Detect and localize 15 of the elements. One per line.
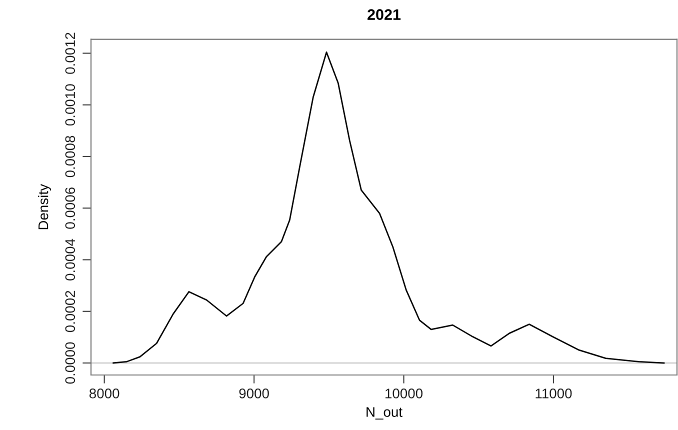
y-tick-label: 0.0010	[65, 84, 76, 126]
y-tick-label: 0.0004	[65, 238, 76, 280]
line-series	[112, 52, 665, 364]
x-tick-label: 9000	[239, 388, 269, 398]
y-tick-label: 0.0002	[65, 290, 76, 332]
y-tick-label: 0.0006	[65, 187, 76, 229]
chart-title: 2021	[368, 9, 401, 20]
x-tick-label: 10000	[386, 388, 423, 398]
x-tick-label: 8000	[89, 388, 120, 398]
y-axis-title: Density	[38, 184, 51, 230]
x-axis-title: N_out	[366, 407, 402, 420]
x-tick-label: 11000	[536, 388, 572, 398]
y-tick-label: 0.0000	[65, 342, 76, 384]
y-tick-label: 0.0012	[65, 32, 76, 74]
y-tick-label: 0.0008	[65, 136, 76, 178]
